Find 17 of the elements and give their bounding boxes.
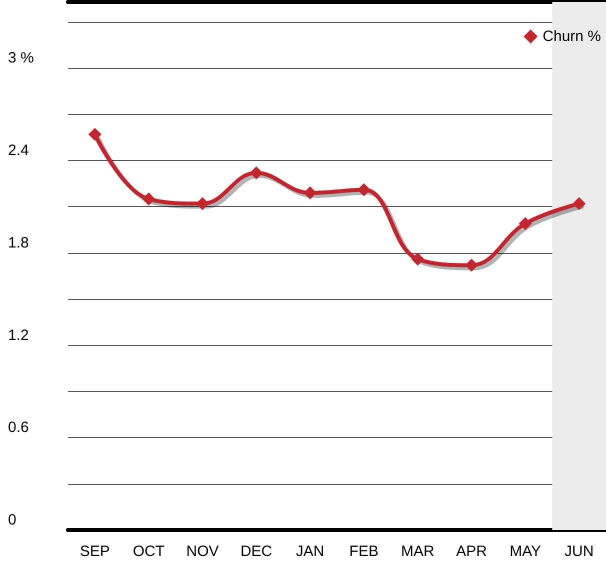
y-tick-label: 0 xyxy=(8,512,16,528)
x-tick-label: MAR xyxy=(401,543,435,560)
y-tick-label: 1.2 xyxy=(8,326,29,344)
x-tick-label: JAN xyxy=(296,543,324,560)
x-tick-label: NOV xyxy=(186,543,219,560)
y-tick-label: 3 % xyxy=(8,50,34,67)
x-tick-label: MAY xyxy=(510,543,542,560)
y-tick-label: 1.8 xyxy=(8,234,29,252)
x-tick-label: FEB xyxy=(349,543,378,560)
x-tick-label: DEC xyxy=(240,543,272,560)
x-tick-label: APR xyxy=(456,543,488,560)
x-tick-label: SEP xyxy=(80,543,110,560)
y-tick-label: 2.4 xyxy=(8,142,29,160)
x-tick-label: JUN xyxy=(564,543,594,560)
legend-label: Churn % xyxy=(542,28,601,45)
x-tick-label: OCT xyxy=(132,543,165,560)
y-tick-label: 0.6 xyxy=(8,419,29,436)
